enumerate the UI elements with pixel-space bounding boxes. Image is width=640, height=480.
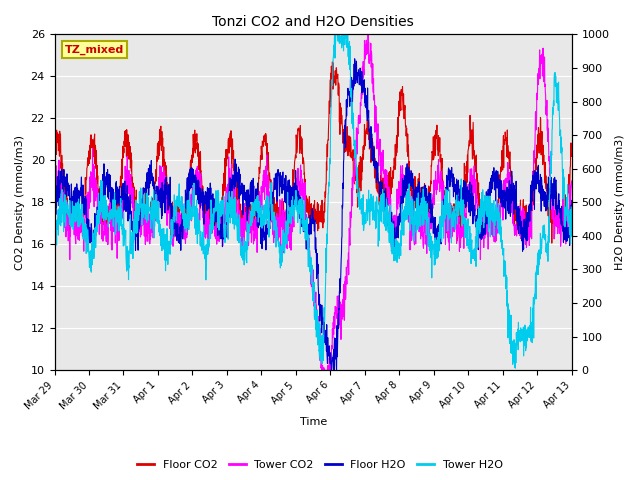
Title: Tonzi CO2 and H2O Densities: Tonzi CO2 and H2O Densities (212, 15, 414, 29)
Y-axis label: H2O Density (mmol/m3): H2O Density (mmol/m3) (615, 134, 625, 270)
Y-axis label: CO2 Density (mmol/m3): CO2 Density (mmol/m3) (15, 135, 25, 270)
X-axis label: Time: Time (300, 417, 327, 427)
Legend: Floor CO2, Tower CO2, Floor H2O, Tower H2O: Floor CO2, Tower CO2, Floor H2O, Tower H… (133, 456, 507, 474)
Text: TZ_mixed: TZ_mixed (65, 45, 124, 55)
